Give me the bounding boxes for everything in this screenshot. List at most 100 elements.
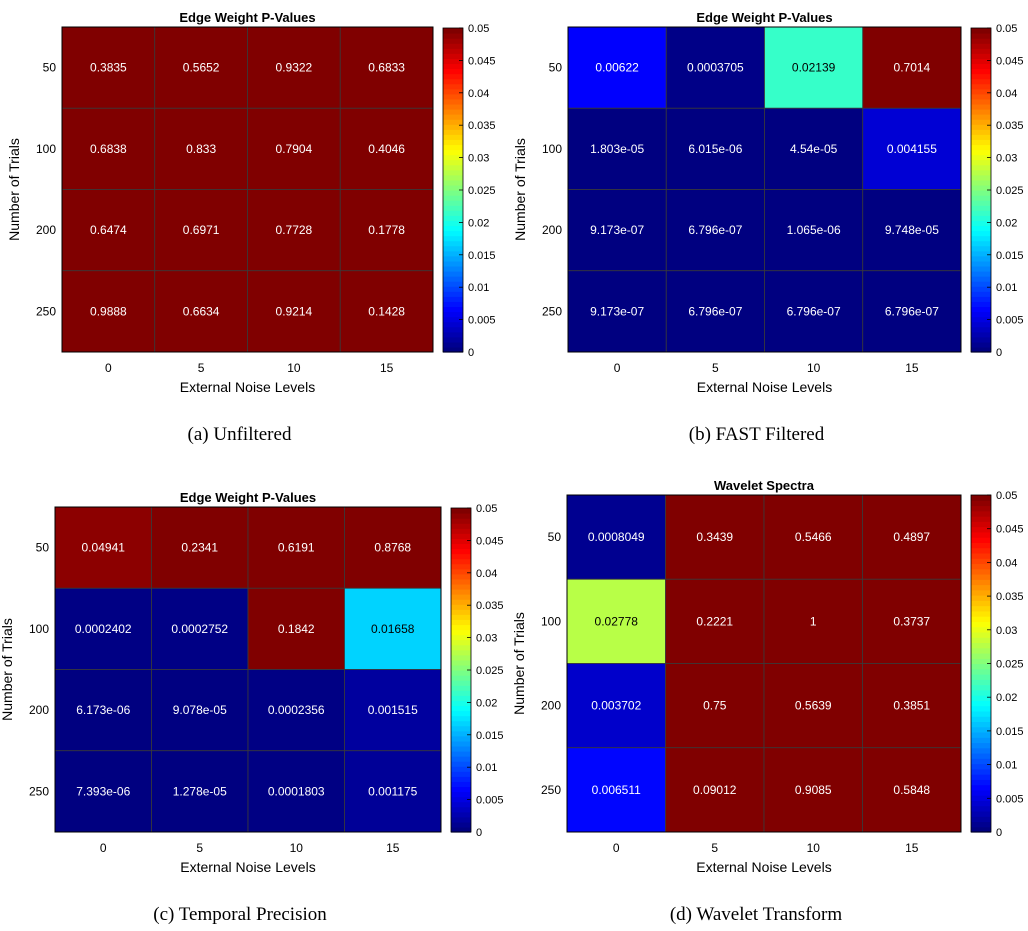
heatmap-cell [154,270,248,353]
colorbar-segment [971,124,991,130]
panel-unfiltered: Edge Weight P-Values 0.3835 0.5652 0.9322 0.… [6,10,496,445]
colorbar-segment [451,639,471,646]
x-tick-label: 5 [196,841,203,855]
x-tick-label: 15 [905,361,919,375]
colorbar-segment [451,573,471,580]
colorbar-segment [971,726,991,733]
colorbar-tick-label: 0.01 [476,762,497,774]
y-tick-label: 100 [36,142,56,156]
colorbar-segment [971,789,991,796]
colorbar-segment [451,781,471,788]
colorbar-segment [971,500,991,507]
colorbar-segment [451,735,471,742]
colorbar-segment [443,53,463,59]
colorbar-segment [971,647,991,654]
colorbar-segment [971,510,991,517]
colorbar-tick-label: 0.005 [996,315,1024,327]
colorbar-segment [443,149,463,156]
heatmap-cell [665,663,765,749]
colorbar-segment [443,286,463,292]
colorbar-segment [443,245,463,252]
cell-value-label: 0.04941 [82,541,126,555]
colorbar-tick-label: 0.045 [468,55,496,67]
colorbar-segment [443,230,463,237]
colorbar-segment [971,346,991,353]
colorbar-segment [971,816,991,823]
colorbar-segment [971,716,991,723]
x-tick-label: 15 [905,841,919,855]
colorbar-segment [443,58,463,65]
colorbar-segment [443,124,463,130]
colorbar-segment [971,542,991,549]
heatmap-cell [344,669,442,752]
colorbar-tick-label: 0.035 [468,120,496,132]
colorbar-segment [971,129,991,135]
x-tick-label: 0 [614,361,621,375]
colorbar-segment [971,83,991,90]
colorbar-segment [443,169,463,176]
colorbar-segment [451,599,471,605]
heatmap-cell [862,747,962,833]
cell-value-label: 0.6191 [278,541,315,555]
cell-value-label: 0.9888 [90,304,127,318]
colorbar-segment [971,795,991,802]
colorbar-segment [443,88,463,95]
y-tick-label: 200 [542,223,562,237]
colorbar-segment [451,670,471,676]
colorbar-segment [971,164,991,171]
colorbar-segment [443,179,463,186]
colorbar-segment [451,533,471,539]
cell-value-label: 0.8768 [374,541,411,555]
colorbar-segment [971,28,991,34]
heatmap-cell [763,747,863,833]
x-tick-label: 10 [807,361,821,375]
cell-value-label: 0.1842 [278,622,315,636]
colorbar-segment [451,685,471,691]
colorbar-segment [451,563,471,570]
colorbar-segment [443,83,463,90]
colorbar-segment [451,614,471,620]
colorbar-segment [451,619,471,626]
colorbar-segment [451,761,471,767]
colorbar-segment [451,816,471,823]
cell-value-label: 9.173e-07 [590,304,644,318]
colorbar-tick-label: 0.03 [996,625,1017,637]
colorbar-segment [443,103,463,110]
colorbar-segment [443,306,463,313]
colorbar-segment [971,103,991,110]
colorbar-segment [451,578,471,585]
cell-value-label: 0.4897 [893,530,930,544]
colorbar-segment [971,652,991,659]
cell-value-label: 0.1428 [368,304,405,318]
colorbar-segment [971,311,991,318]
colorbar-segment [443,296,463,302]
colorbar-segment [451,518,471,524]
colorbar-segment [443,291,463,297]
colorbar-segment [971,621,991,628]
cell-value-label: 0.01658 [371,622,415,636]
heatmap-cell [567,26,667,109]
cell-value-label: 9.748e-05 [885,223,939,237]
cell-value-label: 0.02778 [595,614,639,628]
cell-value-label: 0.0002402 [75,622,132,636]
colorbar-segment [971,139,991,146]
colorbar-segment [971,521,991,528]
colorbar-tick-label: 0.02 [996,692,1017,704]
colorbar-segment [451,594,471,600]
colorbar-segment [451,609,471,615]
colorbar-tick-label: 0 [476,827,482,839]
cell-value-label: 0.0003705 [687,61,744,75]
colorbar-segment [971,505,991,512]
colorbar-segment [971,810,991,817]
cell-value-label: 0.9085 [795,783,832,797]
colorbar-segment [971,134,991,140]
colorbar-segment [971,63,991,70]
colorbar-segment [443,73,463,80]
colorbar-tick-label: 0.045 [476,535,504,547]
x-tick-label: 10 [807,841,821,855]
colorbar-segment [451,700,471,707]
colorbar-segment [443,159,463,166]
colorbar-segment [451,811,471,818]
colorbar-segment [451,568,471,575]
colorbar-segment [443,341,463,348]
